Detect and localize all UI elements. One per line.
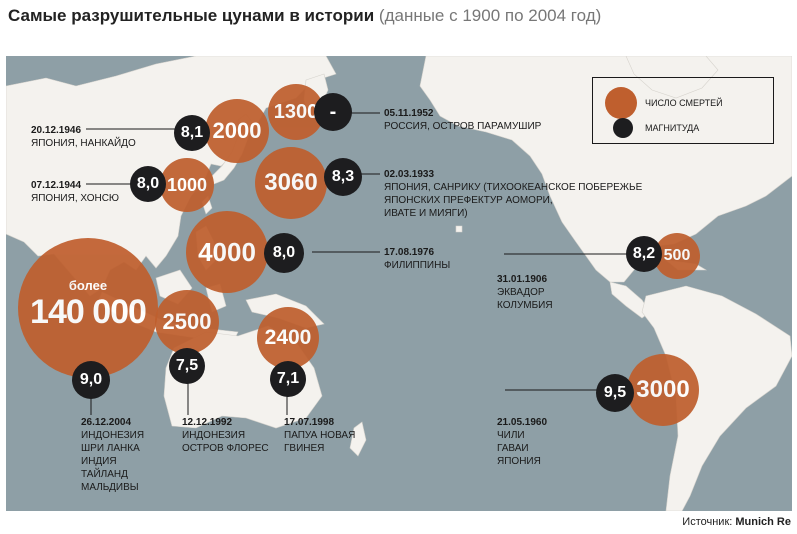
title-main: Самые разрушительные цунами в истории (8, 6, 375, 25)
deaths-bubble-1960: 3000 (627, 354, 699, 426)
magnitude-bubble-1992: 7,5 (169, 348, 205, 384)
label-1992: 12.12.1992 ИНДОНЕЗИЯ ОСТРОВ ФЛОРЕС (182, 417, 269, 454)
magnitude-bubble-1906: 8,2 (626, 236, 662, 272)
title-sub: (данные с 1900 по 2004 год) (378, 6, 602, 25)
label-1960: 21.05.1960 ЧИЛИ ГАВАИ ЯПОНИЯ (497, 417, 548, 467)
deaths-bubble-1998: 2400 (257, 307, 319, 369)
deaths-prefix-2004: более (68, 277, 108, 293)
deaths-bubble-1933: 3060 (255, 147, 327, 219)
label-1998: 17.07.1998 ПАПУА НОВАЯ ГВИНЕЯ (284, 417, 356, 454)
label-1952: 05.11.1952 РОССИЯ, ОСТРОВ ПАРАМУШИР (384, 108, 542, 132)
magnitude-bubble-1998: 7,1 (270, 361, 306, 397)
legend-deaths-swatch (605, 87, 637, 119)
page-title: Самые разрушительные цунами в истории (д… (8, 6, 601, 26)
legend-magnitude-swatch (613, 118, 633, 138)
legend-deaths-label: ЧИСЛО СМЕРТЕЙ (645, 98, 723, 108)
magnitude-bubble-2004: 9,0 (72, 361, 110, 399)
label-2004: 26.12.2004 ИНДОНЕЗИЯ ШРИ ЛАНКА ИНДИЯ ТАЙЛ… (81, 417, 145, 493)
magnitude-bubble-1976: 8,0 (264, 233, 304, 273)
label-1946: 20.12.1946 ЯПОНИЯ, НАНКАЙДО (31, 125, 136, 149)
source-credit: Источник: Munich Re (682, 516, 791, 528)
label-1944: 07.12.1944 ЯПОНИЯ, ХОНСЮ (31, 180, 120, 204)
deaths-bubble-2004: более 140 000 (18, 238, 158, 378)
deaths-bubble-1946: 2000 (205, 99, 269, 163)
legend-magnitude-label: МАГНИТУДА (645, 123, 700, 133)
source-label: Источник: (682, 516, 733, 528)
deaths-bubble-1944: 1000 (160, 158, 214, 212)
deaths-bubble-1992: 2500 (155, 290, 219, 354)
magnitude-bubble-1952: - (314, 93, 352, 131)
label-1976: 17.08.1976 ФИЛИППИНЫ (384, 247, 451, 271)
magnitude-bubble-1960: 9,5 (596, 374, 634, 412)
deaths-bubble-1976: 4000 (186, 211, 268, 293)
legend: ЧИСЛО СМЕРТЕЙ МАГНИТУДА (592, 77, 774, 144)
deaths-bubble-1952: 1300 (268, 84, 324, 140)
magnitude-bubble-1944: 8,0 (130, 166, 166, 202)
magnitude-bubble-1933: 8,3 (324, 158, 362, 196)
source-name: Munich Re (735, 516, 791, 528)
magnitude-bubble-1946: 8,1 (174, 115, 210, 151)
label-1933: 02.03.1933 ЯПОНИЯ, САНРИКУ (ТИХООКЕАНСКОЕ… (384, 169, 643, 219)
label-1906: 31.01.1906 ЭКВАДОР КОЛУМБИЯ (497, 274, 553, 311)
